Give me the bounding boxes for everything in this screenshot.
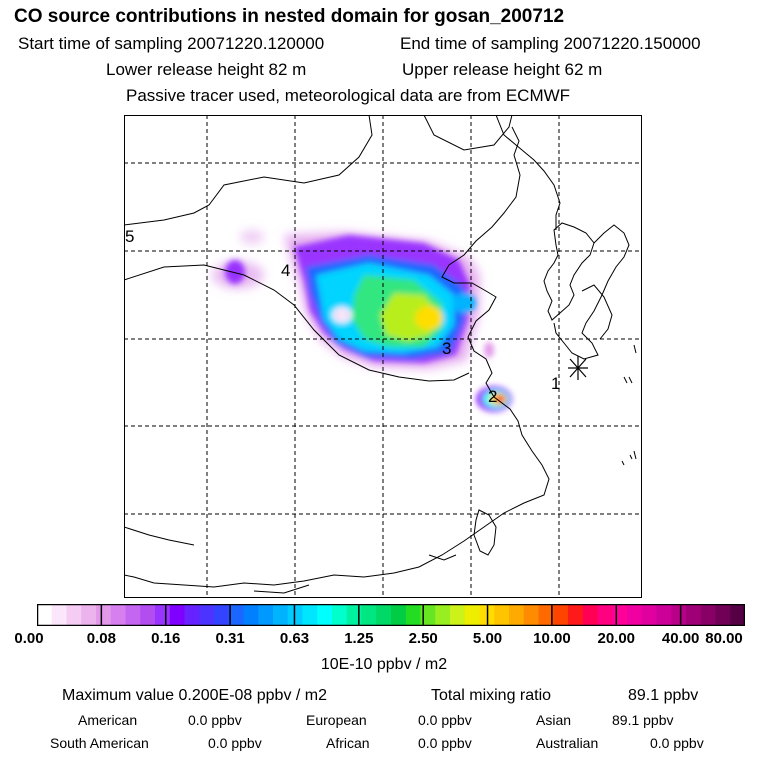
region-name: European [306, 712, 367, 728]
colorbar-swatch [568, 604, 584, 626]
colorbar-swatch [287, 604, 303, 626]
colorbar-swatch [214, 604, 230, 626]
trajectory-label-5: 5 [125, 227, 134, 246]
region-value: 0.0 ppbv [650, 735, 704, 751]
trajectory-label-4: 4 [281, 261, 290, 280]
colorbar-swatch [597, 604, 613, 626]
region-value: 89.1 ppbv [612, 712, 674, 728]
region-value: 0.0 ppbv [188, 712, 242, 728]
colorbar-tick-label: 40.00 [661, 630, 700, 647]
colorbar-swatch [273, 604, 289, 626]
colorbar-tick-label: 5.00 [472, 630, 503, 647]
colorbar-tick-labels: 0.00 0.08 0.16 0.31 0.63 1.25 2.50 5.00 10.00 20.… [0, 630, 768, 652]
colorbar-swatch [243, 604, 259, 626]
upper-release-height: Upper release height 62 m [402, 60, 603, 79]
colorbar-swatch [66, 604, 82, 626]
colorbar-tick-label: 0.16 [151, 630, 181, 647]
colorbar-swatch [169, 604, 185, 626]
colorbar-swatch [140, 604, 156, 626]
colorbar-swatch [420, 604, 436, 626]
colorbar-swatch [523, 604, 539, 626]
colorbar-swatch [199, 604, 215, 626]
colorbar-swatch [627, 604, 643, 626]
region-name: American [78, 712, 138, 728]
region-value: 0.0 ppbv [418, 735, 472, 751]
colorbar-tick-label: 0.08 [86, 630, 116, 647]
colorbar-swatch [494, 604, 510, 626]
colorbar-unit-label: 10E-10 ppbv / m2 [320, 656, 448, 673]
lower-release-height: Lower release height 82 m [106, 60, 307, 79]
coastlines [124, 115, 637, 594]
region-name: Australian [536, 735, 599, 751]
colorbar [36, 603, 746, 627]
asterisk-receptor-icon [568, 356, 588, 380]
colorbar-swatch [258, 604, 274, 626]
concentration-plume [212, 230, 512, 412]
colorbar-swatch [391, 604, 407, 626]
colorbar-swatch [184, 604, 200, 626]
start-time: Start time of sampling 20071220.120000 [18, 34, 325, 53]
trajectory-label-1: 1 [551, 374, 560, 393]
colorbar-swatch [700, 604, 716, 626]
colorbar-tick-label: 10.00 [533, 630, 571, 647]
colorbar-swatch [656, 604, 672, 626]
colorbar-swatch [686, 604, 702, 626]
colorbar-swatch [450, 604, 466, 626]
colorbar-swatch [582, 604, 598, 626]
region-value: 0.0 ppbv [418, 712, 472, 728]
colorbar-swatch [464, 604, 480, 626]
tracer-note: Passive tracer used, meteorological data… [126, 86, 571, 105]
colorbar-swatch [715, 604, 731, 626]
colorbar-tick-label: 0.31 [215, 630, 245, 647]
colorbar-border [36, 603, 746, 627]
end-time: End time of sampling 20071220.150000 [400, 34, 701, 53]
colorbar-swatch [641, 604, 657, 626]
colorbar-swatch [538, 604, 554, 626]
colorbar-swatch [730, 604, 746, 626]
colorbar-swatches [36, 603, 746, 627]
map-canvas: 1 2 3 4 5 [124, 115, 642, 598]
colorbar-swatch [302, 604, 318, 626]
colorbar-tick-label: 2.50 [408, 630, 438, 647]
colorbar-tick-label: 0.63 [279, 630, 310, 647]
colorbar-swatch [96, 604, 112, 626]
colorbar-swatch [332, 604, 348, 626]
map-title: CO source contributions in nested domain… [14, 6, 565, 27]
region-name: Asian [536, 712, 572, 728]
colorbar-swatch [376, 604, 392, 626]
trajectory-label-2: 2 [488, 387, 497, 406]
total-mixing-value: 89.1 ppbv [628, 687, 699, 704]
trajectory-label-3: 3 [442, 339, 451, 358]
colorbar-swatch [317, 604, 333, 626]
colorbar-swatch [553, 604, 569, 626]
colorbar-swatch [435, 604, 451, 626]
colorbar-swatch [51, 604, 67, 626]
colorbar-tick-label: 0.00 [14, 630, 44, 647]
colorbar-tick-label: 1.25 [344, 630, 374, 647]
total-mixing-label: Total mixing ratio [431, 687, 552, 704]
region-value: 0.0 ppbv [208, 735, 262, 751]
colorbar-swatch [361, 604, 377, 626]
region-name: African [326, 735, 370, 751]
colorbar-swatch [110, 604, 126, 626]
colorbar-swatch [671, 604, 687, 626]
colorbar-swatch [346, 604, 362, 626]
colorbar-swatch [155, 604, 171, 626]
colorbar-swatch [125, 604, 141, 626]
colorbar-swatch [612, 604, 628, 626]
map-panel: 1 2 3 4 5 [124, 115, 642, 598]
colorbar-swatch [37, 604, 53, 626]
colorbar-swatch [509, 604, 525, 626]
colorbar-swatch [81, 604, 97, 626]
lat-lon-grid [124, 115, 642, 598]
colorbar-tick-label: 80.00 [705, 630, 743, 647]
colorbar-tick-label: 20.00 [597, 630, 636, 647]
colorbar-swatch [405, 604, 421, 626]
region-name: South American [50, 735, 149, 751]
colorbar-swatch [228, 604, 244, 626]
max-value-label: Maximum value 0.200E-08 ppbv / m2 [62, 687, 328, 704]
